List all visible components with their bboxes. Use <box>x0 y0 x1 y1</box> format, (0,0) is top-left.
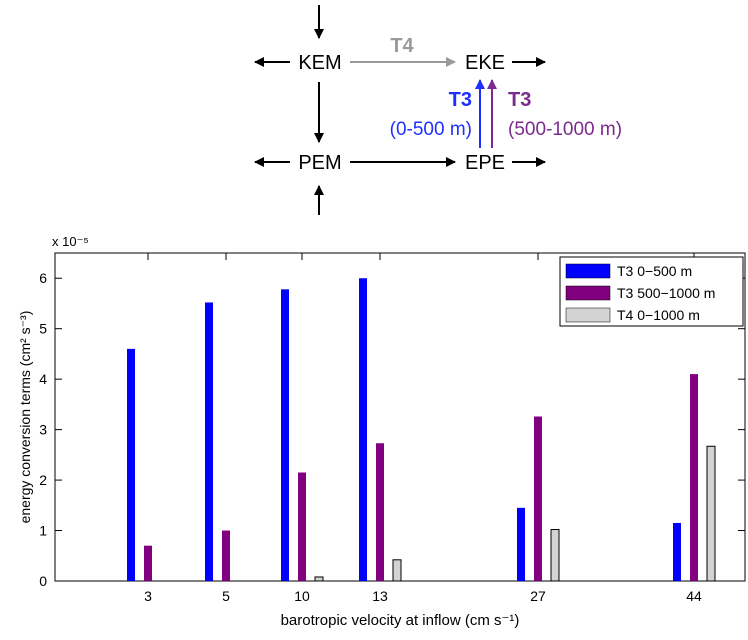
bar-t3-deep <box>534 416 542 581</box>
bar-t4 <box>314 576 324 582</box>
y-tick-label: 0 <box>39 573 47 589</box>
legend-label-t3-shallow: T3 0−500 m <box>617 263 692 279</box>
legend-swatch-t3-shallow <box>565 263 611 279</box>
t3-shallow-range: (0-500 m) <box>390 119 472 140</box>
bar-t3-deep <box>298 472 306 581</box>
x-tick-label: 13 <box>372 588 388 604</box>
bar-t3-deep <box>144 545 152 581</box>
y-tick-label: 1 <box>39 523 47 539</box>
t4-label: T4 <box>390 35 414 57</box>
bars <box>127 278 716 582</box>
y-tick-label: 6 <box>39 270 47 286</box>
bar-t3-shallow <box>127 348 135 581</box>
bar-t4 <box>392 559 402 582</box>
x-tick-label: 44 <box>686 588 702 604</box>
t3-deep-range: (500-1000 m) <box>508 119 622 140</box>
legend: T3 0−500 m T3 500−1000 m T4 0−1000 m <box>559 256 744 327</box>
bar-t3-shallow <box>359 278 367 581</box>
bar-t3-shallow <box>673 522 681 581</box>
x-axis-label: barotropic velocity at inflow (cm s⁻¹) <box>281 612 520 629</box>
x-tick-label: 10 <box>294 588 310 604</box>
bar-t3-deep <box>376 443 384 581</box>
t3-deep-label: T3 <box>508 89 531 111</box>
energy-diagram: KEM EKE PEM EPE T4 T3 (0-500 m) T3 (500-… <box>254 5 622 215</box>
y-tick-label: 2 <box>39 472 47 488</box>
x-axis-ticks: 3 5 10 13 27 44 <box>144 253 702 604</box>
y-tick-label: 5 <box>39 321 47 337</box>
y-axis-label: energy conversion terms (cm² s⁻³) <box>17 311 33 524</box>
bar-t3-shallow <box>517 507 525 581</box>
x-tick-label: 27 <box>530 588 546 604</box>
bar-t3-deep <box>690 374 698 581</box>
legend-swatch-t3-deep <box>565 285 611 301</box>
bar-t3-shallow <box>281 289 289 581</box>
node-eke: EKE <box>465 52 505 74</box>
y-tick-label: 4 <box>39 371 47 387</box>
bar-t4 <box>550 529 560 582</box>
y-tick-label: 3 <box>39 422 47 438</box>
legend-label-t3-deep: T3 500−1000 m <box>617 285 715 301</box>
bar-t4 <box>706 445 716 582</box>
x-tick-label: 5 <box>222 588 230 604</box>
node-epe: EPE <box>465 152 505 174</box>
node-kem: KEM <box>298 52 341 74</box>
bar-t3-deep <box>222 530 230 581</box>
t3-shallow-label: T3 <box>449 89 472 111</box>
x-tick-label: 3 <box>144 588 152 604</box>
legend-label-t4: T4 0−1000 m <box>617 307 700 323</box>
bar-t3-shallow <box>205 302 213 581</box>
bar-chart: x 10⁻⁵ 0 1 2 3 4 5 6 3 5 10 13 27 44 energy convers… <box>17 234 746 629</box>
node-pem: PEM <box>298 152 341 174</box>
y-multiplier: x 10⁻⁵ <box>52 234 89 249</box>
legend-swatch-t4 <box>565 307 611 323</box>
